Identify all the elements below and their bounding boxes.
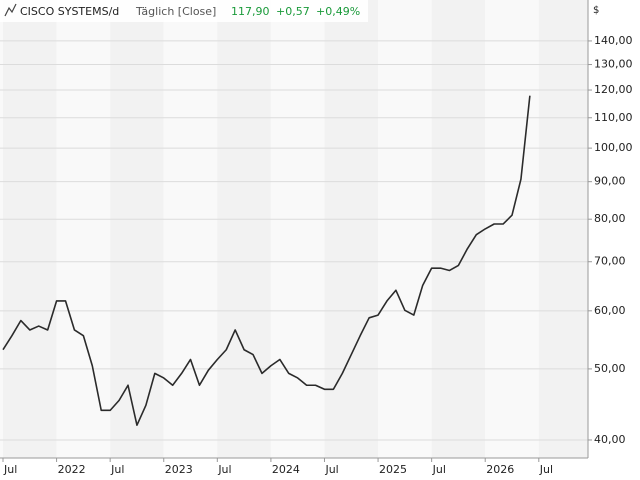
chart-title: CISCO SYSTEMS/d: [20, 5, 119, 18]
y-tick-label: 100,00: [594, 141, 633, 154]
x-tick-label: Jul: [324, 463, 338, 476]
x-tick-label: Jul: [3, 463, 17, 476]
last-price: 117,90: [231, 5, 270, 18]
x-tick-label: 2026: [486, 463, 514, 476]
y-tick-label: 130,00: [594, 58, 633, 71]
time-band: [431, 0, 486, 458]
price-change-percent: +0,49%: [316, 5, 360, 18]
header: CISCO SYSTEMS/d Täglich [Close] 117,90 +…: [0, 0, 368, 22]
x-tick-label: Jul: [539, 463, 553, 476]
y-tick-label: 110,00: [594, 111, 633, 124]
x-tick-label: 2023: [165, 463, 193, 476]
x-tick-label: 2025: [379, 463, 407, 476]
x-tick-label: 2024: [272, 463, 300, 476]
time-band: [324, 0, 379, 458]
y-tick-label: 70,00: [594, 255, 626, 268]
time-band: [270, 0, 325, 458]
price-change: +0,57: [276, 5, 310, 18]
time-band: [110, 0, 164, 458]
currency-label: $: [593, 5, 599, 16]
time-band: [0, 0, 3, 458]
x-tick-label: Jul: [432, 463, 446, 476]
plot-background: [0, 0, 588, 458]
chart-subtitle: Täglich [Close]: [135, 5, 216, 18]
time-band: [56, 0, 111, 458]
x-tick-label: Jul: [217, 463, 231, 476]
x-tick-label: 2022: [58, 463, 86, 476]
chart-icon: [4, 3, 17, 17]
time-band: [538, 0, 588, 458]
y-tick-label: 90,00: [594, 175, 626, 188]
y-tick-label: 120,00: [594, 83, 633, 96]
time-band: [163, 0, 218, 458]
time-band: [217, 0, 271, 458]
y-tick-label: 60,00: [594, 304, 626, 317]
time-band: [378, 0, 432, 458]
x-tick-label: Jul: [110, 463, 124, 476]
time-band: [3, 0, 57, 458]
price-line: [2, 95, 531, 426]
y-tick-label: 140,00: [594, 34, 633, 47]
plot: [2, 95, 531, 426]
grid: [0, 40, 588, 441]
header-background: [0, 0, 368, 22]
time-band: [485, 0, 539, 458]
y-tick-label: 80,00: [594, 212, 626, 225]
y-tick-label: 40,00: [594, 433, 626, 446]
y-tick-label: 50,00: [594, 362, 626, 375]
